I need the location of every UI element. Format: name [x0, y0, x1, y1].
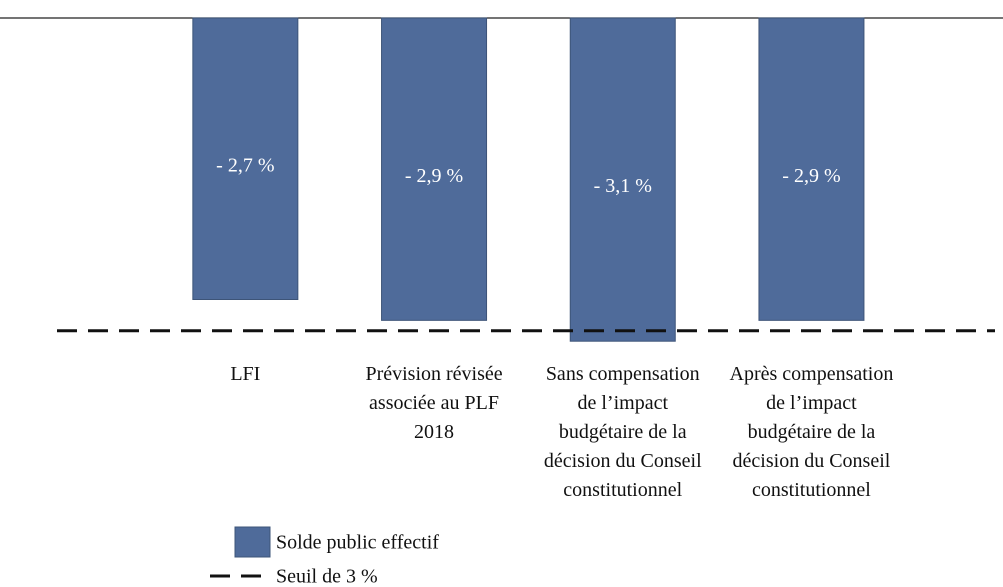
legend-swatch — [234, 526, 271, 558]
bar — [381, 17, 488, 321]
legend-label: Seuil de 3 % — [276, 566, 378, 587]
data-label: - 2,9 % — [405, 165, 463, 187]
x-tick-label: Sans compensation de l’impact budgétaire… — [543, 363, 702, 501]
data-label: - 2,7 % — [216, 154, 274, 176]
x-tick-label: Prévision révisée associée au PLF 2018 — [365, 363, 503, 443]
bar — [569, 17, 676, 342]
bar — [192, 17, 299, 300]
x-tick-label: LFI — [230, 363, 261, 385]
data-label: - 3,1 % — [594, 175, 652, 197]
data-label: - 2,9 % — [782, 165, 840, 187]
bar — [758, 17, 865, 321]
legend-label: Solde public effectif — [276, 532, 439, 554]
x-tick-label: Après compensation de l’impact budgétair… — [729, 363, 894, 501]
